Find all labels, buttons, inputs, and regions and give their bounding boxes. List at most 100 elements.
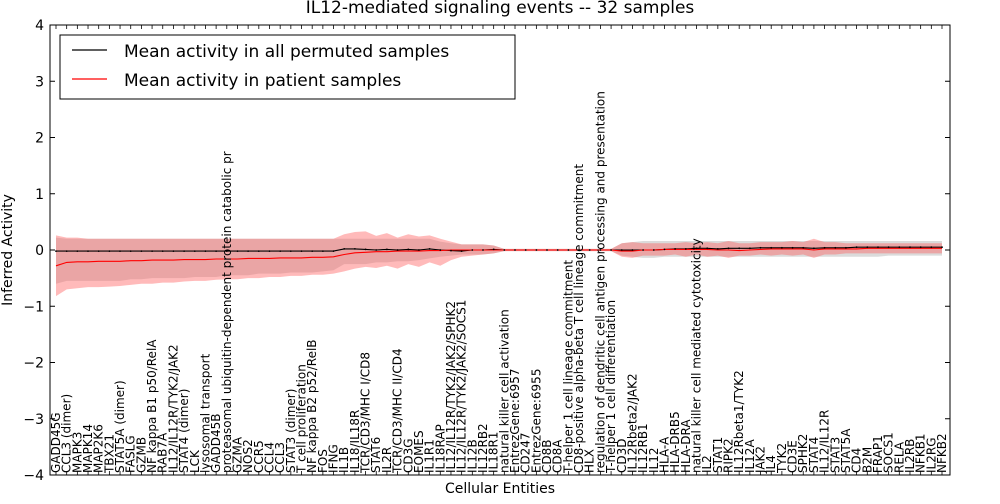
x-tick-label: FRAP1	[871, 435, 885, 473]
x-tick-label: IL2RB	[903, 439, 917, 473]
x-tick-label: STAT5A (dimer)	[113, 380, 127, 473]
x-tick-label: IL12/IL12R/TYK2/JAK2	[166, 344, 180, 473]
point-permuted	[855, 246, 858, 249]
x-tick-label: CD8A	[551, 439, 565, 473]
y-tick-label: −2	[23, 356, 44, 372]
x-tick-label: NF kappa B2 p52/RelB	[305, 339, 319, 473]
y-axis: −4 −3 −2 −1 0 1 2 3 4	[23, 18, 950, 484]
point-permuted	[396, 249, 399, 251]
point-permuted	[749, 247, 751, 250]
point-permuted	[343, 248, 346, 250]
point-permuted	[471, 249, 474, 251]
y-axis-label: Inferred Activity	[0, 194, 16, 306]
point-permuted	[183, 250, 186, 253]
x-tick-label: GADD45G	[49, 412, 63, 473]
point-permuted	[684, 248, 687, 250]
point-permuted	[535, 249, 538, 251]
x-tick-label: RELA	[892, 441, 906, 473]
x-tick-label: JAK2	[754, 446, 768, 474]
point-permuted	[172, 250, 175, 253]
point-permuted	[311, 250, 314, 253]
point-permuted	[620, 249, 623, 251]
x-tick-label: TYK2	[775, 443, 789, 474]
x-tick-label: LCK	[188, 449, 202, 473]
y-tick-label: 3	[35, 74, 44, 90]
x-tick-label: IL18R1	[487, 432, 501, 473]
x-tick-label: IL12Rbeta2/JAK2	[625, 373, 639, 473]
x-tick-label: CCL3 (dimer)	[60, 394, 74, 473]
x-tick-label: TCR/CD3/MHC II/CD4	[391, 348, 405, 474]
point-permuted	[578, 249, 580, 251]
x-tick-label: STAT6	[369, 437, 383, 473]
x-tick-label: STAT3 (dimer)	[284, 389, 298, 473]
x-tick-label: STAT3	[828, 437, 842, 473]
x-tick-label: CCR5	[252, 440, 266, 473]
point-permuted	[877, 246, 879, 249]
x-tick-label: IL4	[764, 455, 778, 473]
point-permuted	[866, 246, 869, 249]
point-permuted	[898, 246, 901, 249]
x-tick-label: CCL4	[263, 442, 277, 473]
point-permuted	[781, 246, 783, 249]
x-tick-label: IL12/IL12R/TYK2/JAK2/SOCS1	[455, 300, 469, 473]
point-permuted	[193, 250, 196, 253]
point-permuted	[813, 247, 815, 250]
point-permuted	[364, 248, 367, 251]
series-lines	[55, 246, 943, 267]
x-tick-label: CD3E	[786, 440, 800, 473]
point-permuted	[407, 248, 410, 251]
x-tick-label: RIPK2	[722, 438, 736, 473]
point-permuted	[119, 250, 121, 253]
x-tick-label: STAT4 (dimer)	[177, 389, 191, 473]
point-permuted	[588, 249, 591, 251]
y-tick-label: −4	[23, 468, 44, 484]
x-tick-label: SPHK2	[796, 434, 810, 473]
point-permuted	[55, 250, 57, 253]
legend-label-patient: Mean activity in patient samples	[124, 71, 401, 91]
legend: Mean activity in all permuted samples Me…	[59, 34, 516, 100]
point-permuted	[909, 246, 911, 249]
y-tick-label: 1	[35, 187, 44, 203]
x-tick-label: IL12Rbeta1/TYK2	[732, 370, 746, 473]
point-permuted	[428, 248, 431, 250]
point-permuted	[129, 250, 132, 253]
point-permuted	[386, 248, 388, 251]
point-permuted	[289, 250, 292, 253]
point-permuted	[524, 249, 527, 251]
x-tick-label: CD3G	[401, 438, 415, 473]
x-tick-label: FOS	[316, 449, 330, 473]
x-tick-label: natural killer cell activation	[497, 309, 511, 473]
point-permuted	[268, 250, 271, 253]
chart-title: IL12-mediated signaling events -- 32 sam…	[306, 0, 695, 18]
x-tick-label: IL12B	[465, 439, 479, 473]
point-permuted	[716, 248, 719, 250]
point-permuted	[236, 250, 239, 253]
x-tick-label: CD3D	[615, 439, 629, 474]
point-permuted	[930, 246, 933, 249]
point-permuted	[247, 250, 250, 253]
x-axis-label: Cellular Entities	[445, 481, 555, 497]
point-permuted	[802, 246, 805, 249]
point-permuted	[450, 249, 452, 252]
point-permuted	[375, 249, 378, 251]
legend-box	[59, 34, 516, 100]
point-permuted	[738, 247, 741, 250]
x-tick-label: T-helper 1 cell lineage commitment	[561, 260, 575, 474]
point-permuted	[887, 246, 890, 249]
legend-label-permuted: Mean activity in all permuted samples	[124, 42, 449, 62]
x-tick-label: TBX21	[102, 434, 116, 474]
band-patient	[56, 231, 942, 297]
x-tick-label: GADD45B	[209, 413, 223, 473]
point-permuted	[791, 246, 794, 249]
point-permuted	[354, 248, 356, 250]
y-tick-label: 4	[35, 18, 44, 34]
point-permuted	[279, 250, 282, 253]
x-tick-label: IL18/IL18R	[348, 410, 362, 473]
x-tick-label: NFKB2	[935, 433, 949, 473]
point-permuted	[257, 250, 260, 253]
x-tick-label: GZMA	[231, 436, 245, 473]
point-permuted	[300, 250, 303, 253]
x-tick-label: MAP2K6	[92, 424, 106, 473]
